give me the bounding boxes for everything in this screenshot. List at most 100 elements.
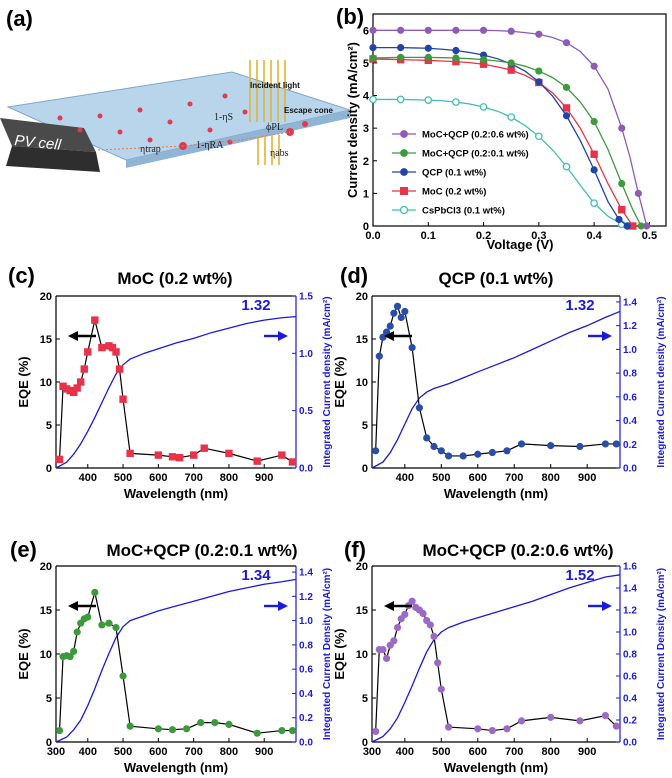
panel-c: (c) MoC (0.2 wt%) 400 500 600 700 800 900 0 5 10… (8, 263, 333, 501)
panel-b: (b) 0.0 0.1 0.2 0.3 0.4 0.5 0 1 2 3 4 5 6 MoC+QCP (… (336, 4, 667, 252)
y-tick-label: 20 (40, 561, 52, 573)
chart-e-title: MoC+QCP (0.2:0.1 wt%) (107, 541, 298, 560)
y2-tick-label: 1.0 (299, 616, 313, 627)
integrated-jsc-value: 1.52 (565, 567, 594, 584)
y-axis-label: EQE (%) (332, 356, 347, 407)
panel-a: (a) PV cell Incident light Escape cone 1… (0, 6, 352, 172)
eqe-data-point (126, 722, 134, 730)
panel-label-c: (c) (8, 263, 35, 288)
eqe-data-point (401, 307, 409, 316)
eqe-data-point (503, 447, 511, 455)
x-tick-label: 500 (114, 746, 132, 758)
eqe-data-point (55, 455, 64, 464)
legend-marker (400, 187, 408, 195)
pv-cell-face (6, 146, 100, 172)
y2-tick-label: 1.6 (623, 562, 637, 573)
legend-marker (399, 205, 409, 215)
x-tick-label: 400 (79, 746, 97, 758)
y-tick-label: 0 (362, 737, 368, 749)
data-point (452, 26, 460, 34)
eqe-data-point (278, 451, 286, 459)
eqe-data-point (98, 621, 106, 629)
x-tick-label: 400 (396, 746, 414, 758)
eqe-data-point (168, 453, 177, 461)
eqe-data-point (601, 711, 610, 720)
x-tick-label: 0.1 (421, 230, 436, 242)
x-axis-label: Wavelength (nm) (444, 760, 548, 775)
x-tick-label: 500 (432, 746, 450, 758)
eqe-data-point (423, 434, 431, 442)
x-tick-label: 0.2 (476, 230, 491, 242)
eqe-data-point (154, 451, 163, 459)
eta-trap-label: ηtrap (140, 144, 161, 155)
y-axis-label: EQE (%) (332, 628, 347, 679)
slab-front-face (126, 110, 350, 168)
panel-e: (e) MoC+QCP (0.2:0.1 wt%) 300 400 500 600 70… (10, 537, 333, 775)
eqe-line (58, 319, 293, 463)
data-point (590, 199, 598, 208)
data-point (535, 67, 543, 75)
chart-e: 300 400 500 600 700 800 900 0 5 10 15 20 0.0 0.2 0.4 0.… (16, 561, 333, 775)
panel-label-e: (e) (10, 537, 37, 562)
x-tick-label: 0.4 (586, 230, 602, 242)
y-tick-label: 10 (356, 649, 368, 661)
eqe-data-point (372, 727, 380, 736)
legend-label: MoC+QCP (0.2:0.6 wt%) (422, 130, 529, 141)
current-axis-arrowhead (278, 601, 288, 611)
y2-tick-label: 0.2 (623, 716, 637, 727)
eqe-data-point (547, 442, 555, 450)
eqe-data-point (401, 610, 409, 619)
y-tick-label: 15 (40, 334, 52, 346)
eqe-data-point (408, 597, 416, 605)
x-tick-label: 600 (469, 472, 487, 484)
legend-label: MoC+QCP (0.2:0.1 wt%) (422, 149, 529, 160)
y-tick-label: 20 (40, 291, 52, 303)
x-tick-label: 600 (149, 472, 167, 484)
data-point (562, 112, 571, 120)
eqe-data-point (503, 725, 511, 733)
data-point (507, 59, 515, 67)
x-tick-label: 700 (184, 472, 202, 484)
eqe-data-point (288, 458, 297, 466)
eqe-data-point (601, 440, 610, 448)
legend-label: CsPbCl3 (0.1 wt%) (422, 206, 505, 217)
eqe-data-point (84, 613, 92, 621)
y-tick-label: 4 (363, 91, 370, 103)
eqe-data-point (390, 637, 398, 645)
y-axis-label: EQE (%) (16, 628, 31, 679)
photon-path (97, 131, 291, 151)
pv-cell-label: PV cell (14, 132, 63, 154)
x-tick-label: 400 (79, 472, 97, 484)
eqe-data-point (91, 588, 99, 597)
x-tick-label: 900 (255, 746, 273, 758)
eqe-data-point (154, 725, 162, 733)
integrated-jsc-value: 1.32 (241, 297, 270, 314)
eqe-data-point (437, 447, 445, 455)
eqe-data-point (253, 729, 261, 737)
eqe-data-point (189, 451, 198, 459)
y2-tick-label: 1.2 (623, 321, 637, 332)
y-tick-label: 15 (40, 605, 52, 617)
x-tick-label: 300 (363, 746, 381, 758)
series-line (372, 56, 642, 227)
eqe-data-point (386, 322, 394, 330)
eqe-data-point (168, 726, 177, 734)
y2-tick-label: 0.4 (623, 694, 637, 705)
eqe-data-point (444, 452, 453, 460)
panel-label-d: (d) (340, 263, 368, 288)
y2-tick-label: 0.8 (623, 369, 637, 380)
eqe-data-point (84, 348, 92, 356)
y-tick-label: 15 (356, 334, 368, 346)
data-point (590, 118, 598, 126)
legend-marker (400, 130, 408, 138)
eqe-data-point (91, 316, 99, 324)
y-tick-label: 10 (40, 377, 52, 389)
y2-tick-label: 0.8 (623, 650, 637, 661)
x-tick-label: 600 (149, 746, 167, 758)
data-point (452, 46, 460, 55)
data-point (479, 26, 488, 34)
x-tick-label: 800 (220, 746, 238, 758)
data-point (452, 54, 460, 62)
eqe-data-point (517, 717, 526, 725)
